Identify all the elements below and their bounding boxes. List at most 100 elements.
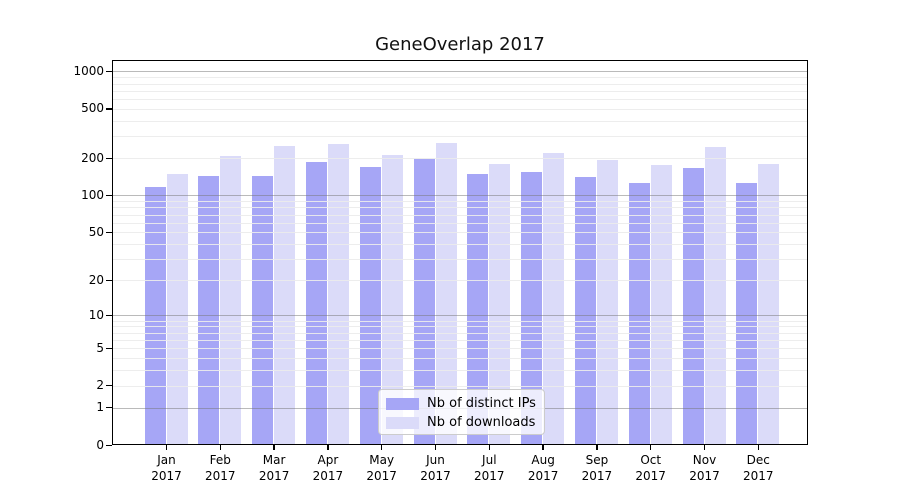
x-axis-tick-label: Oct 2017 — [635, 453, 666, 483]
y-axis-tick — [106, 70, 112, 73]
x-axis-tick-label: Mar 2017 — [258, 453, 290, 483]
bar-downloads-aug — [543, 153, 565, 445]
legend-label-distinct-ips: Nb of distinct IPs — [427, 396, 536, 411]
y-axis-tick-label: 1000 — [73, 63, 104, 78]
x-axis-tick-label: Apr 2017 — [312, 453, 344, 483]
y-axis-tick-label: 100 — [81, 187, 104, 202]
chart-title: GeneOverlap 2017 — [375, 34, 545, 55]
y-axis-tick-label: 50 — [88, 224, 104, 239]
x-axis-tick — [434, 445, 437, 450]
gridline-major — [112, 71, 808, 73]
bar-downloads-dec — [758, 163, 780, 445]
y-axis-tick-label: 0 — [96, 437, 104, 452]
legend-label-downloads: Nb of downloads — [427, 415, 536, 430]
gridline-minor — [112, 259, 808, 261]
gridline-minor — [112, 99, 808, 100]
bar-downloads-nov — [704, 147, 726, 445]
x-axis-tick-label: Dec 2017 — [743, 453, 774, 483]
bar-distinct-ips-mar — [252, 176, 274, 445]
gridline-minor — [112, 158, 808, 160]
gridline-minor — [112, 120, 808, 122]
y-axis-tick — [106, 347, 112, 349]
gridline-minor — [112, 201, 808, 203]
x-axis-tick-label: Sep 2017 — [581, 453, 613, 483]
x-axis-tick-label: Jun 2017 — [420, 453, 451, 483]
x-axis-tick-label: Jan 2017 — [151, 453, 182, 483]
gridline-minor — [112, 326, 808, 328]
y-axis-tick-label: 20 — [88, 272, 104, 287]
bar-downloads-apr — [327, 143, 349, 445]
bar-downloads-mar — [274, 145, 296, 445]
gridline-minor — [112, 358, 808, 359]
bar-downloads-jan — [166, 174, 188, 445]
x-axis-tick — [165, 445, 168, 450]
bar-downloads-jun — [435, 143, 457, 445]
bar-distinct-ips-aug — [521, 171, 543, 445]
gridline-minor — [112, 232, 808, 234]
x-axis-tick — [327, 445, 329, 450]
bar-downloads-oct — [650, 165, 672, 445]
x-axis-tick — [381, 445, 383, 450]
y-axis-tick — [106, 444, 112, 446]
bar-distinct-ips-nov — [682, 167, 704, 445]
bar-downloads-jul — [489, 163, 511, 445]
gridline-major — [112, 315, 808, 317]
gridline-minor — [112, 90, 808, 92]
bar-downloads-sep — [596, 160, 618, 445]
gridline-minor — [112, 348, 808, 350]
legend: Nb of distinct IPs Nb of downloads — [378, 389, 545, 435]
y-axis-tick — [106, 385, 112, 387]
x-axis-tick — [757, 445, 759, 450]
x-axis-tick — [703, 445, 706, 450]
gridline-minor — [112, 385, 808, 387]
bar-distinct-ips-jul — [467, 173, 489, 445]
x-axis-tick — [488, 445, 490, 450]
gridline-minor — [112, 332, 808, 334]
y-axis-tick-label: 500 — [81, 101, 104, 116]
gridline-minor — [112, 83, 808, 85]
y-axis-tick — [106, 314, 112, 317]
y-axis-tick — [106, 108, 112, 110]
y-axis-tick — [106, 157, 112, 160]
legend-entry-downloads: Nb of downloads — [386, 414, 537, 432]
bar-downloads-may — [381, 154, 403, 445]
x-axis-tick-label: May 2017 — [366, 453, 397, 483]
y-axis-tick-label: 10 — [88, 307, 104, 322]
gridline-minor — [112, 320, 808, 322]
y-axis-tick-label: 2 — [96, 378, 104, 393]
x-axis-tick — [542, 445, 544, 450]
x-axis-tick — [219, 445, 221, 450]
bar-distinct-ips-oct — [628, 183, 650, 445]
legend-swatch-downloads — [386, 417, 419, 429]
bar-downloads-feb — [220, 155, 242, 445]
gridline-minor — [112, 77, 808, 79]
y-axis-tick-label: 200 — [81, 150, 104, 165]
y-axis-tick — [106, 194, 112, 197]
y-axis-tick — [106, 407, 112, 409]
bar-distinct-ips-sep — [574, 176, 596, 445]
y-axis-tick — [106, 231, 112, 234]
gridline-major — [112, 195, 808, 197]
gridline-minor — [112, 136, 808, 138]
x-axis-tick-label: Feb 2017 — [205, 453, 236, 483]
x-axis-tick-label: Jul 2017 — [474, 453, 505, 483]
x-axis-tick-label: Nov 2017 — [689, 453, 720, 483]
gridline-minor — [112, 108, 808, 110]
y-axis-tick-label: 5 — [96, 340, 104, 355]
legend-swatch-distinct-ips — [386, 398, 419, 410]
y-axis-tick-label: 1 — [96, 400, 104, 414]
bar-distinct-ips-jun — [413, 159, 435, 445]
gridline-minor — [112, 339, 808, 341]
gridline-minor — [112, 244, 808, 246]
gridline-minor — [112, 370, 808, 371]
bar-distinct-ips-may — [359, 166, 381, 445]
gridline-minor — [112, 280, 808, 282]
x-axis-tick — [596, 445, 598, 450]
x-axis-tick — [273, 445, 275, 450]
bar-distinct-ips-apr — [305, 161, 327, 445]
bar-distinct-ips-feb — [198, 175, 220, 445]
legend-entry-distinct-ips: Nb of distinct IPs — [386, 395, 537, 413]
y-axis-tick — [106, 279, 112, 282]
gridline-minor — [112, 222, 808, 224]
